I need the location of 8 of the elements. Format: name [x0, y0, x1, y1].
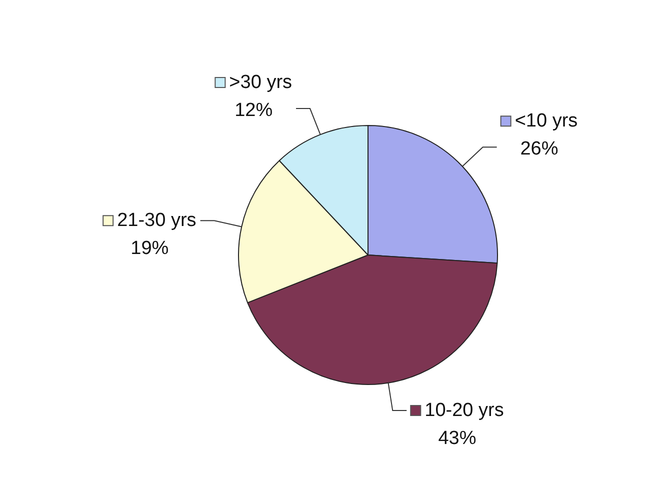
legend-label: 10-20 yrs — [424, 400, 504, 421]
legend-label: <10 yrs — [514, 110, 578, 132]
legend-label: >30 yrs — [229, 72, 292, 93]
data-label: 19% — [130, 238, 169, 259]
data-label: 12% — [234, 100, 273, 121]
data-label: 43% — [438, 428, 476, 449]
legend-label: 21-30 yrs — [117, 210, 196, 231]
data-label: 26% — [520, 138, 558, 160]
